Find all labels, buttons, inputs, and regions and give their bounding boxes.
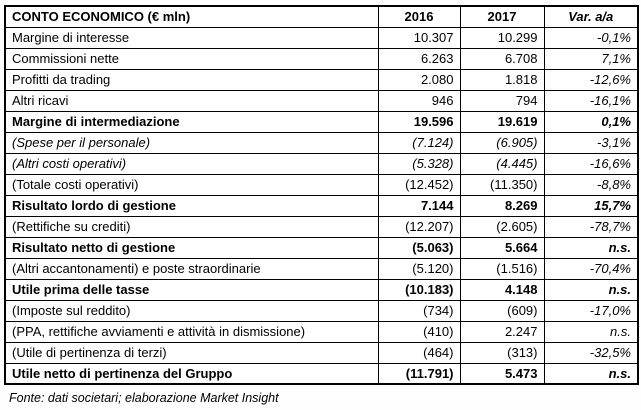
row-label: Margine di interesse <box>4 26 379 49</box>
value-2017: (1.516) <box>459 257 545 280</box>
table-title: CONTO ECONOMICO (€ mln) <box>4 5 379 28</box>
table-row: (Totale costi operativi) (12.452) (11.350)… <box>4 173 639 196</box>
value-2016: (12.207) <box>377 215 461 238</box>
value-2016: (5.063) <box>377 236 461 259</box>
row-label: Altri ricavi <box>4 89 379 112</box>
table-row: Utile netto di pertinenza del Gruppo (11.… <box>4 362 639 385</box>
value-var-aa: -70,4% <box>543 257 639 280</box>
value-2017: (6.905) <box>459 131 545 154</box>
column-header-2017: 2017 <box>459 5 545 28</box>
value-2016: (7.124) <box>377 131 461 154</box>
row-label: (Altri costi operativi) <box>4 152 379 175</box>
row-label: (Spese per il personale) <box>4 131 379 154</box>
row-label: (Totale costi operativi) <box>4 173 379 196</box>
value-2016: (464) <box>377 341 461 364</box>
row-label: (Utile di pertinenza di terzi) <box>4 341 379 364</box>
table-row: Margine di intermediazione 19.596 19.619 0,… <box>4 110 639 133</box>
table-row: (Imposte sul reddito) (734) (609) -17,0% <box>4 299 639 322</box>
value-2016: 19.596 <box>377 110 461 133</box>
value-2017: 2.247 <box>459 320 545 343</box>
value-var-aa: 15,7% <box>543 194 639 217</box>
value-2016: (410) <box>377 320 461 343</box>
table-row: (Spese per il personale) (7.124) (6.905) -3… <box>4 131 639 154</box>
value-2016: (10.183) <box>377 278 461 301</box>
table-row: Risultato lordo di gestione 7.144 8.269 15,… <box>4 194 639 217</box>
row-label: Utile prima delle tasse <box>4 278 379 301</box>
value-2017: 8.269 <box>459 194 545 217</box>
value-var-aa: -0,1% <box>543 26 639 49</box>
table-row: Margine di interesse 10.307 10.299 -0,1% <box>4 26 639 49</box>
row-label: Risultato lordo di gestione <box>4 194 379 217</box>
row-label: Utile netto di pertinenza del Gruppo <box>4 362 379 385</box>
value-var-aa: -16,6% <box>543 152 639 175</box>
value-2016: 2.080 <box>377 68 461 91</box>
row-label: (Imposte sul reddito) <box>4 299 379 322</box>
value-2016: 10.307 <box>377 26 461 49</box>
value-var-aa: n.s. <box>543 362 639 385</box>
row-label: (Rettifiche su crediti) <box>4 215 379 238</box>
source-note: Fonte: dati societari; elaborazione Mark… <box>9 391 279 405</box>
header-row: CONTO ECONOMICO (€ mln) 2016 2017 Var. a… <box>4 5 639 28</box>
income-statement-table: CONTO ECONOMICO (€ mln) 2016 2017 Var. a… <box>4 5 639 385</box>
income-table-body: Margine di interesse 10.307 10.299 -0,1% Com… <box>4 26 639 385</box>
value-2017: (4.445) <box>459 152 545 175</box>
value-var-aa: -16,1% <box>543 89 639 112</box>
value-var-aa: 7,1% <box>543 47 639 70</box>
value-2016: 7.144 <box>377 194 461 217</box>
column-header-var-aa: Var. a/a <box>543 5 639 28</box>
row-label: (Altri accantonamenti) e poste straordin… <box>4 257 379 280</box>
value-2017: 1.818 <box>459 68 545 91</box>
row-label: Risultato netto di gestione <box>4 236 379 259</box>
row-label: Commissioni nette <box>4 47 379 70</box>
table-row: (Altri accantonamenti) e poste straordin… <box>4 257 639 280</box>
value-2017: (2.605) <box>459 215 545 238</box>
row-label: Margine di intermediazione <box>4 110 379 133</box>
value-2016: (5.328) <box>377 152 461 175</box>
value-var-aa: -12,6% <box>543 68 639 91</box>
value-2017: 10.299 <box>459 26 545 49</box>
table-row: (Altri costi operativi) (5.328) (4.445) -16… <box>4 152 639 175</box>
value-2016: 6.263 <box>377 47 461 70</box>
value-2017: 5.664 <box>459 236 545 259</box>
value-var-aa: n.s. <box>543 278 639 301</box>
value-var-aa: n.s. <box>543 236 639 259</box>
value-var-aa: 0,1% <box>543 110 639 133</box>
value-2017: 4.148 <box>459 278 545 301</box>
table-row: Utile prima delle tasse (10.183) 4.148 n.s. <box>4 278 639 301</box>
row-label: Profitti da trading <box>4 68 379 91</box>
table-row: Risultato netto di gestione (5.063) 5.664 n… <box>4 236 639 259</box>
value-2016: 946 <box>377 89 461 112</box>
table-row: (Rettifiche su crediti) (12.207) (2.605) -7… <box>4 215 639 238</box>
value-2017: 794 <box>459 89 545 112</box>
table-row: Altri ricavi 946 794 -16,1% <box>4 89 639 112</box>
value-2017: 5.473 <box>459 362 545 385</box>
value-2016: (734) <box>377 299 461 322</box>
column-header-2016: 2016 <box>377 5 461 28</box>
value-var-aa: -8,8% <box>543 173 639 196</box>
value-2017: (11.350) <box>459 173 545 196</box>
table-row: Commissioni nette 6.263 6.708 7,1% <box>4 47 639 70</box>
value-var-aa: -17,0% <box>543 299 639 322</box>
value-2016: (11.791) <box>377 362 461 385</box>
table-row: (Utile di pertinenza di terzi) (464) (313)… <box>4 341 639 364</box>
value-2016: (5.120) <box>377 257 461 280</box>
value-2017: 19.619 <box>459 110 545 133</box>
table-row: Profitti da trading 2.080 1.818 -12,6% <box>4 68 639 91</box>
value-2016: (12.452) <box>377 173 461 196</box>
value-2017: 6.708 <box>459 47 545 70</box>
table-row: (PPA, rettifiche avviamenti e attività i… <box>4 320 639 343</box>
value-var-aa: -78,7% <box>543 215 639 238</box>
row-label: (PPA, rettifiche avviamenti e attività i… <box>4 320 379 343</box>
value-2017: (609) <box>459 299 545 322</box>
value-2017: (313) <box>459 341 545 364</box>
value-var-aa: -3,1% <box>543 131 639 154</box>
value-var-aa: -32,5% <box>543 341 639 364</box>
value-var-aa: n.s. <box>543 320 639 343</box>
